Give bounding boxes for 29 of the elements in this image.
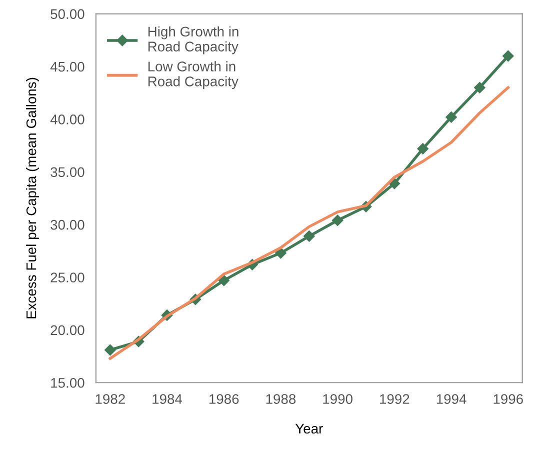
y-tick-label: 20.00	[50, 325, 84, 336]
y-axis-title: Excess Fuel per Capita (mean Gallons)	[26, 78, 39, 318]
point	[275, 247, 286, 259]
y-tick-label: 30.00	[50, 220, 84, 230]
point	[104, 344, 116, 356]
x-axis-title: Year	[295, 424, 323, 434]
y-tick-label: 50.00	[50, 9, 84, 19]
x-tick-label: 1992	[380, 394, 410, 404]
legend-label: High Growth in Road Capacity	[148, 26, 238, 54]
x-tick-label: 1996	[494, 394, 523, 404]
point	[502, 50, 514, 62]
x-tick-label: 1994	[436, 394, 466, 404]
y-tick-label: 40.00	[50, 114, 84, 124]
point	[304, 230, 315, 242]
point	[417, 143, 428, 154]
legend-label: Low Growth in Road Capacity	[148, 61, 238, 90]
point	[474, 82, 486, 94]
x-tick-label: 1982	[96, 394, 125, 404]
y-tick-label: 25.00	[50, 272, 84, 282]
y-tick-label: 15.00	[51, 378, 84, 388]
point	[446, 111, 457, 123]
x-tick-label: 1986	[209, 394, 239, 404]
x-tick-label: 1990	[323, 394, 352, 404]
y-tick-label: 35.00	[50, 167, 84, 178]
point	[218, 274, 230, 286]
y-tick-label: 45.00	[50, 62, 84, 72]
x-tick-label: 1988	[266, 394, 296, 404]
point	[332, 214, 344, 226]
x-tick-label: 1984	[152, 394, 182, 404]
